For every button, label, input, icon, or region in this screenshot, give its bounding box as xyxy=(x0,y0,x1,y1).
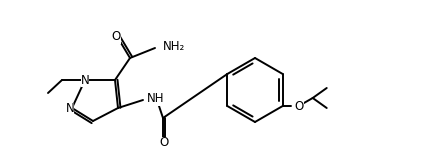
Text: NH₂: NH₂ xyxy=(163,39,185,53)
Text: N: N xyxy=(65,103,74,116)
Text: O: O xyxy=(111,30,121,43)
Text: O: O xyxy=(295,99,304,113)
Text: N: N xyxy=(81,73,89,87)
Text: NH: NH xyxy=(147,93,164,105)
Text: O: O xyxy=(159,136,169,150)
